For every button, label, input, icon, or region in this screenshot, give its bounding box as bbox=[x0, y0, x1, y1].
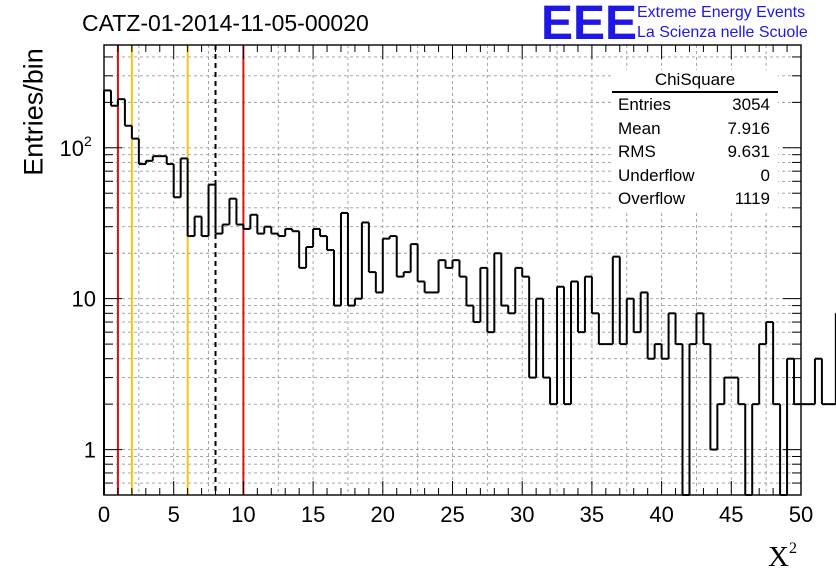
x-tick-label: 45 bbox=[719, 502, 743, 527]
x-axis-title-base: X bbox=[768, 541, 789, 573]
stats-value: 0 bbox=[760, 165, 770, 185]
stats-value: 3054 bbox=[732, 95, 770, 114]
x-tick-label: 0 bbox=[98, 502, 110, 527]
y-tick-label: 1 bbox=[84, 438, 96, 463]
stats-row-mean: Mean 7.916 bbox=[612, 117, 778, 141]
x-tick-label: 35 bbox=[580, 502, 604, 527]
stats-title: ChiSquare bbox=[612, 70, 778, 93]
eee-logo-text: EEE bbox=[543, 2, 636, 42]
stats-label: RMS bbox=[618, 142, 656, 161]
stats-row-entries: Entries 3054 bbox=[612, 93, 778, 117]
stats-value: 7.916 bbox=[727, 118, 770, 138]
x-tick-label: 15 bbox=[301, 502, 325, 527]
stats-row-rms: RMS 9.631 bbox=[612, 140, 778, 164]
stats-label: Overflow bbox=[618, 189, 686, 208]
y-tick-label: 10 bbox=[72, 287, 96, 312]
logo-line-1: Extreme Energy Events bbox=[637, 4, 806, 21]
run-title: CATZ-01-2014-11-05-00020 bbox=[82, 10, 369, 36]
stats-label: Mean bbox=[618, 118, 661, 138]
y-axis-title: Entries/bin bbox=[18, 48, 49, 176]
stats-box: ChiSquare Entries 3054 Mean 7.916 RMS 9.… bbox=[612, 70, 778, 211]
x-axis-title-sup: 2 bbox=[788, 540, 797, 557]
x-tick-label: 40 bbox=[649, 502, 673, 527]
y-tick-label: 10 bbox=[60, 136, 84, 161]
x-tick-label: 50 bbox=[789, 502, 813, 527]
stats-label: Entries bbox=[618, 95, 671, 114]
stats-label: Underflow bbox=[618, 165, 695, 185]
stats-value: 9.631 bbox=[727, 142, 770, 161]
stats-row-overflow: Overflow 1119 bbox=[612, 187, 778, 211]
y-tick-label-sup: 2 bbox=[84, 133, 92, 149]
x-tick-label: 20 bbox=[371, 502, 395, 527]
x-axis-title: X2 bbox=[768, 540, 797, 574]
stats-row-underflow: Underflow 0 bbox=[612, 164, 778, 188]
stats-value: 1119 bbox=[734, 189, 770, 208]
x-tick-label: 10 bbox=[231, 502, 255, 527]
x-tick-label: 25 bbox=[440, 502, 464, 527]
x-tick-label: 5 bbox=[168, 502, 180, 527]
eee-logo: EEE bbox=[543, 2, 636, 42]
x-tick-label: 30 bbox=[510, 502, 534, 527]
logo-line-2: La Scienza nelle Scuole bbox=[637, 24, 808, 41]
